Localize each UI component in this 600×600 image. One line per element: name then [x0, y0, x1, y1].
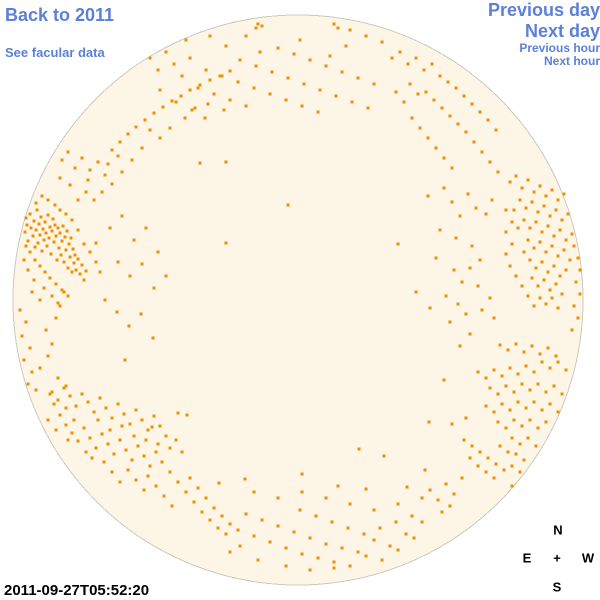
compass-center-mark: +: [553, 550, 561, 566]
compass-north-label: N: [553, 522, 563, 538]
day-nav: Previous day Next day: [0, 0, 600, 42]
observation-timestamp: 2011-09-27T05:52:20: [4, 582, 150, 599]
facular-data-link[interactable]: See facular data: [5, 45, 105, 60]
next-day-link[interactable]: Next day: [524, 21, 600, 41]
compass-west-label: W: [581, 550, 595, 566]
previous-hour-link[interactable]: Previous hour: [519, 41, 600, 55]
previous-day-link[interactable]: Previous day: [487, 0, 600, 20]
facula-points: [18, 22, 582, 572]
solar-disk: [12, 14, 584, 586]
next-hour-link[interactable]: Next hour: [543, 54, 600, 68]
back-to-year-link[interactable]: Back to 2011: [5, 5, 115, 25]
compass-east-label: E: [522, 550, 532, 566]
compass-south-label: S: [552, 579, 562, 595]
hour-nav: Previous hour Next hour: [0, 42, 600, 68]
